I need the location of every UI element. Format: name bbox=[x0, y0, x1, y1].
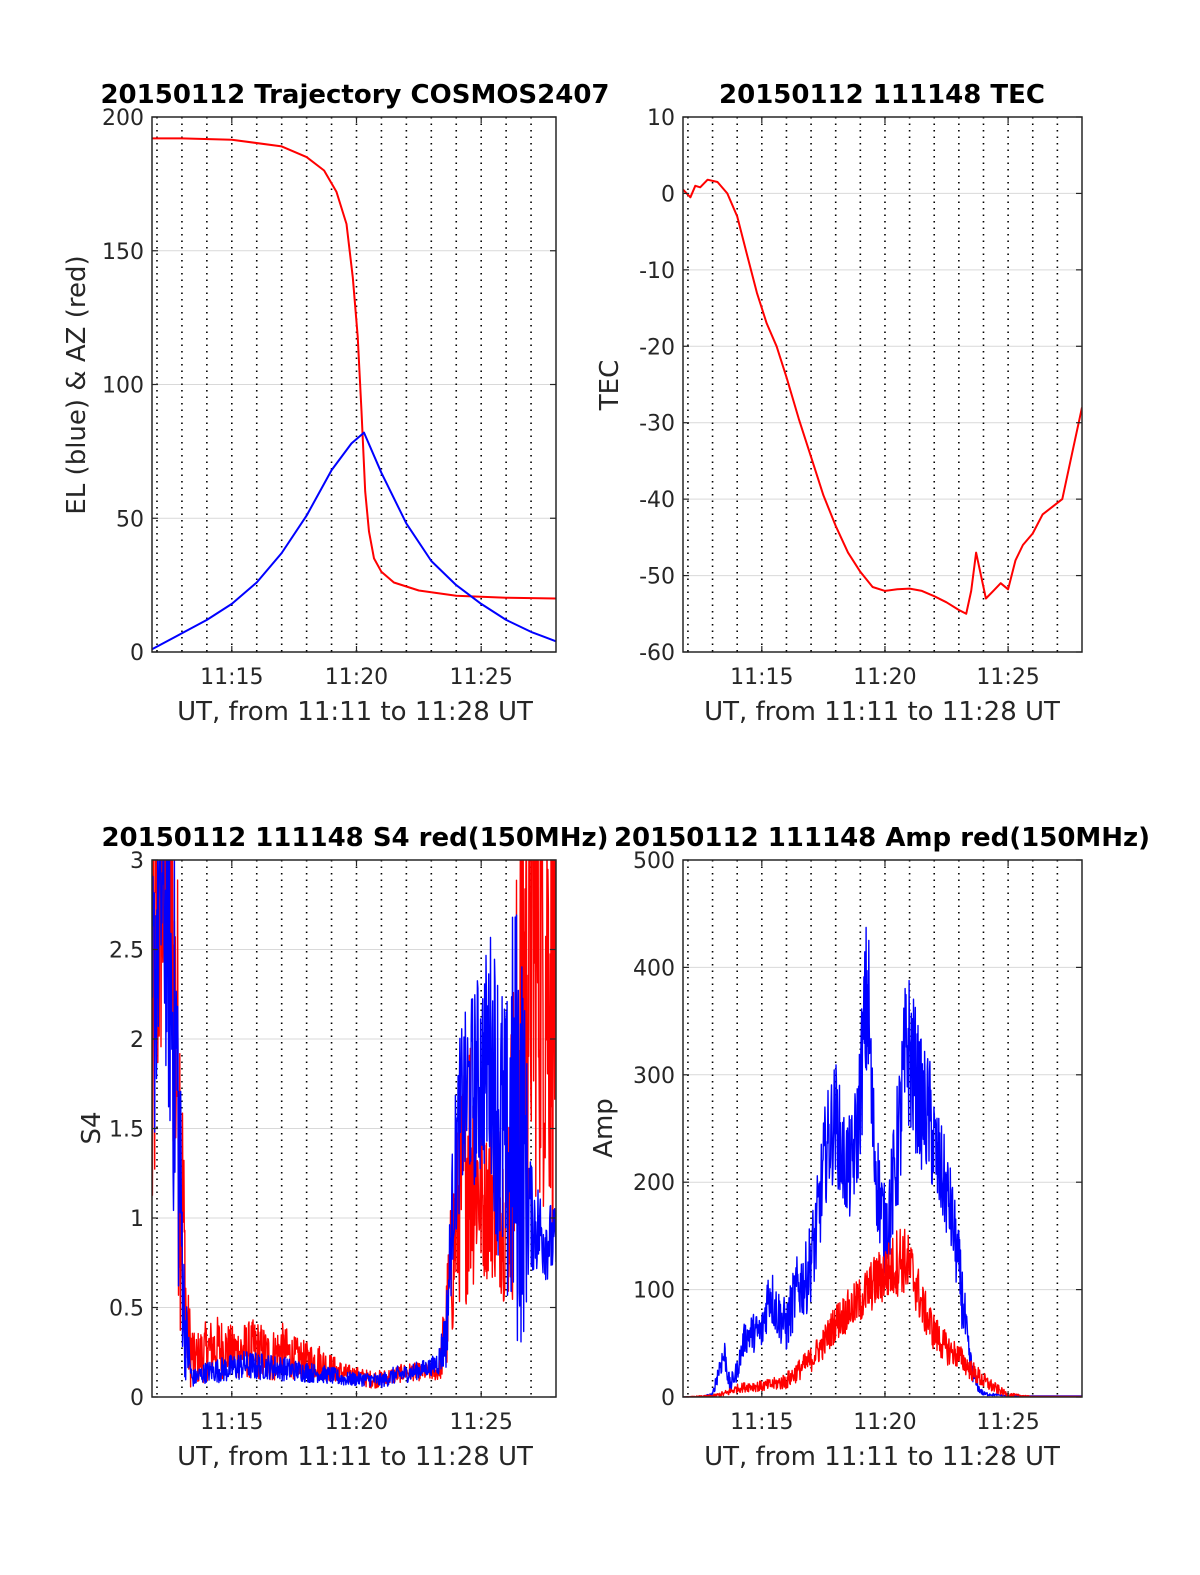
y-tick-label: -30 bbox=[639, 412, 675, 437]
y-tick-label: 200 bbox=[102, 106, 144, 131]
y-tick-label: 0 bbox=[661, 182, 675, 207]
y-axis-label: TEC bbox=[595, 360, 625, 411]
chart-title: 20150112 111148 TEC bbox=[719, 80, 1045, 110]
y-tick-label: 2 bbox=[130, 1028, 144, 1053]
x-tick-label: 11:25 bbox=[976, 665, 1039, 690]
chart-title: 20150112 Trajectory COSMOS2407 bbox=[100, 80, 609, 110]
y-tick-label: -20 bbox=[639, 335, 675, 360]
series-line-0 bbox=[683, 926, 1082, 1397]
y-tick-label: 100 bbox=[633, 1279, 675, 1304]
x-axis-label: UT, from 11:11 to 11:28 UT bbox=[704, 1442, 1060, 1472]
axes-frame bbox=[682, 859, 1083, 1398]
x-axis-label: UT, from 11:11 to 11:28 UT bbox=[177, 1442, 533, 1472]
x-axis-label: UT, from 11:11 to 11:28 UT bbox=[177, 697, 533, 727]
y-tick-label: -50 bbox=[639, 565, 675, 590]
y-axis-label: S4 bbox=[77, 1111, 107, 1144]
x-tick-label: 11:25 bbox=[449, 1410, 512, 1435]
chart-tec: 20150112 111148 TEC UT, from 11:11 to 11… bbox=[595, 80, 1083, 727]
x-tick-label: 11:15 bbox=[730, 1410, 793, 1435]
series-line-1 bbox=[683, 1228, 1082, 1397]
series-line-1 bbox=[152, 860, 556, 1389]
y-axis-label: Amp bbox=[589, 1098, 619, 1158]
chart-amp: 20150112 111148 Amp red(150MHz) UT, from… bbox=[589, 823, 1150, 1472]
x-tick-label: 11:25 bbox=[449, 665, 512, 690]
y-tick-label: -10 bbox=[639, 259, 675, 284]
x-tick-label: 11:15 bbox=[730, 665, 793, 690]
chart-title: 20150112 111148 S4 red(150MHz) bbox=[101, 823, 608, 853]
y-tick-label: 300 bbox=[633, 1064, 675, 1089]
series-line-0 bbox=[152, 137, 556, 600]
series-line-0 bbox=[683, 178, 1082, 615]
y-tick-label: 50 bbox=[116, 507, 144, 532]
x-tick-label: 11:20 bbox=[853, 1410, 916, 1435]
y-tick-label: 10 bbox=[647, 106, 675, 131]
chart-trajectory: 20150112 Trajectory COSMOS2407 UT, from … bbox=[62, 80, 610, 727]
y-tick-label: -60 bbox=[639, 641, 675, 666]
y-tick-label: 0 bbox=[130, 1386, 144, 1411]
chart-title: 20150112 111148 Amp red(150MHz) bbox=[614, 823, 1150, 853]
axes-frame bbox=[682, 116, 1083, 653]
x-tick-label: 11:15 bbox=[200, 1410, 263, 1435]
y-tick-label: 1.5 bbox=[109, 1118, 144, 1143]
y-tick-label: 2.5 bbox=[109, 939, 144, 964]
y-tick-label: 150 bbox=[102, 240, 144, 265]
y-tick-label: -40 bbox=[639, 488, 675, 513]
x-tick-label: 11:15 bbox=[200, 665, 263, 690]
x-tick-label: 11:20 bbox=[853, 665, 916, 690]
y-tick-label: 3 bbox=[130, 849, 144, 874]
y-axis-label: EL (blue) & AZ (red) bbox=[62, 255, 92, 514]
x-tick-label: 11:20 bbox=[325, 1410, 388, 1435]
x-tick-label: 11:20 bbox=[325, 665, 388, 690]
x-axis-label: UT, from 11:11 to 11:28 UT bbox=[704, 697, 1060, 727]
y-tick-label: 1 bbox=[130, 1207, 144, 1232]
x-tick-label: 11:25 bbox=[976, 1410, 1039, 1435]
y-tick-label: 200 bbox=[633, 1171, 675, 1196]
y-tick-label: 500 bbox=[633, 849, 675, 874]
y-tick-label: 100 bbox=[102, 374, 144, 399]
y-tick-label: 0 bbox=[661, 1386, 675, 1411]
y-tick-label: 0 bbox=[130, 641, 144, 666]
series-line-1 bbox=[152, 431, 556, 651]
chart-s4: 20150112 111148 S4 red(150MHz) UT, from … bbox=[77, 823, 609, 1472]
y-tick-label: 0.5 bbox=[109, 1297, 144, 1322]
y-tick-label: 400 bbox=[633, 956, 675, 981]
